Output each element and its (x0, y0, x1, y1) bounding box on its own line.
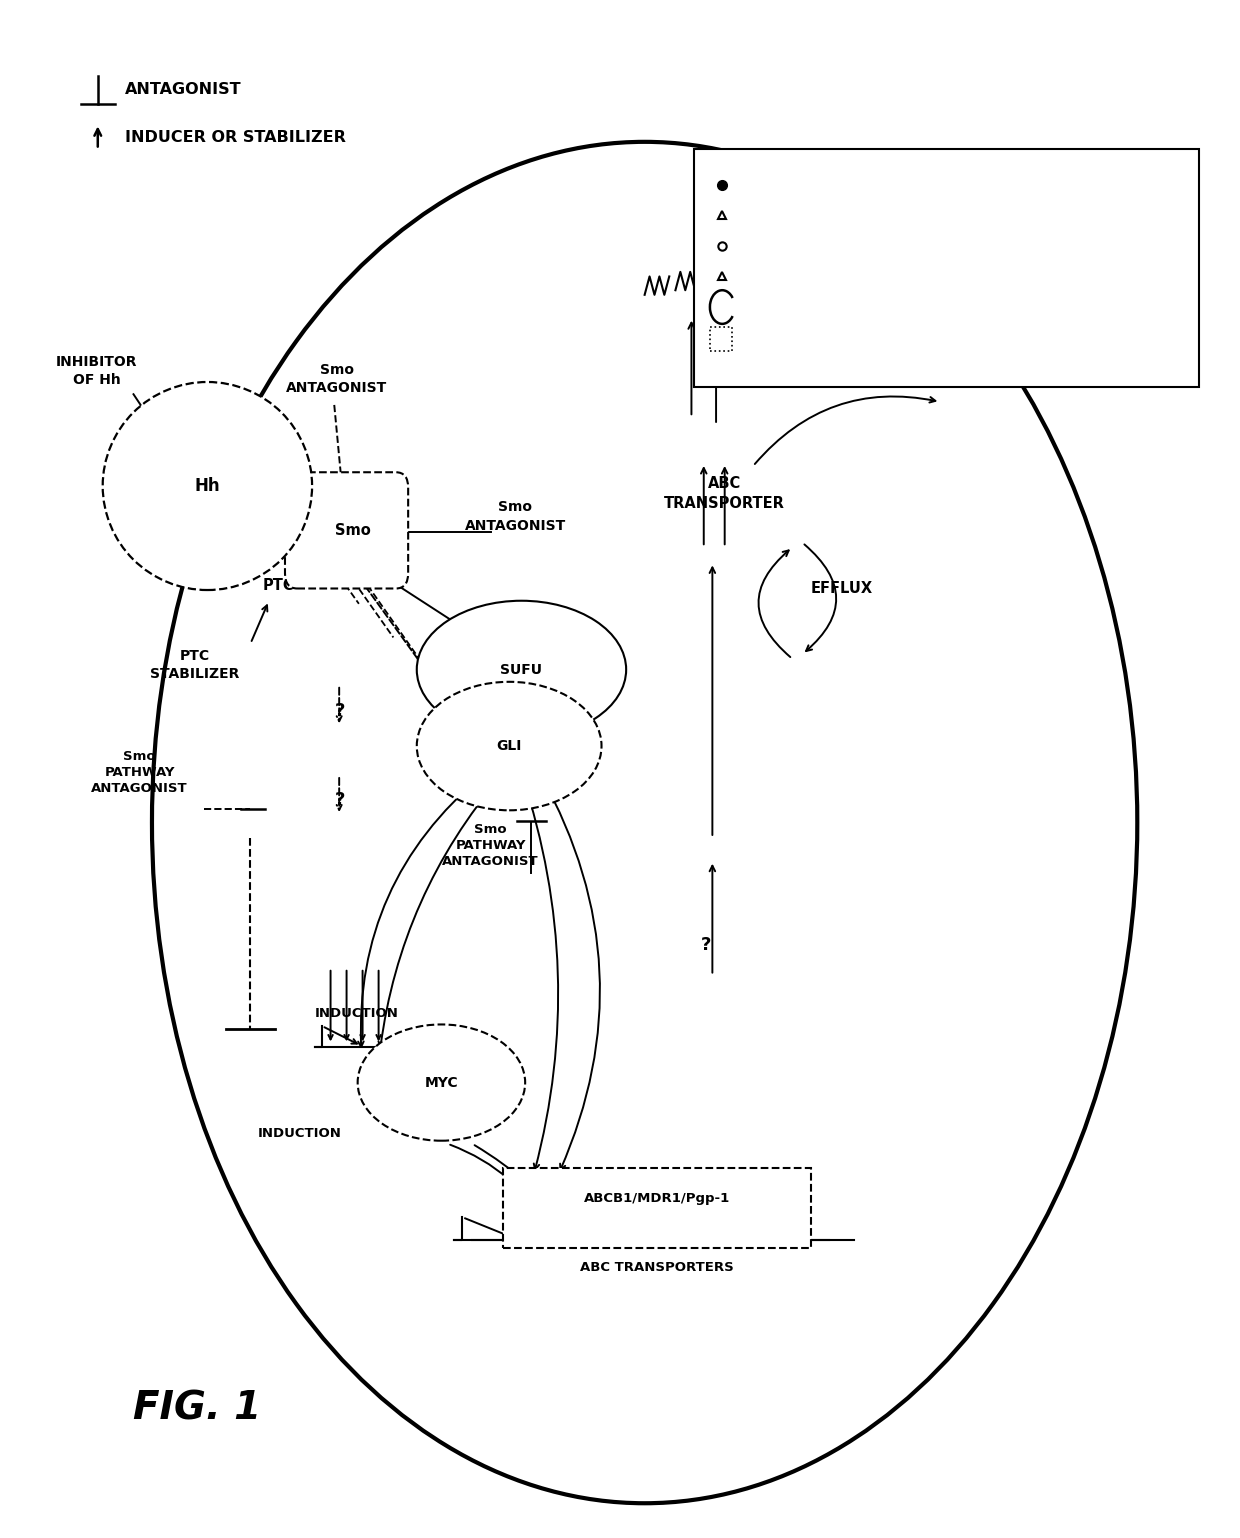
Text: PTC
STABILIZER: PTC STABILIZER (150, 649, 239, 681)
Text: Smo
ANTAGONIST: Smo ANTAGONIST (465, 500, 565, 532)
Text: VINCA ALKALOIDS: VINCA ALKALOIDS (751, 177, 901, 192)
Text: COMPETITIVE
INHIBITOR: COMPETITIVE INHIBITOR (130, 417, 236, 449)
Text: Smo
PATHWAY
ANTAGONIST: Smo PATHWAY ANTAGONIST (92, 749, 188, 795)
Text: INHIBITOR
OF Hh: INHIBITOR OF Hh (56, 355, 138, 388)
Text: MYC: MYC (424, 1075, 459, 1089)
Text: EFFLUX: EFFLUX (811, 581, 873, 597)
Text: ANTAGONIST: ANTAGONIST (125, 83, 242, 97)
Bar (711, 328, 732, 351)
Ellipse shape (417, 601, 626, 738)
Text: ABCB1/MDR1/Pgp-1: ABCB1/MDR1/Pgp-1 (584, 1192, 730, 1204)
Text: Smo
ANTAGONIST: Smo ANTAGONIST (286, 363, 387, 395)
Text: TOPOISOMERASE INHIBITORS: TOPOISOMERASE INHIBITORS (751, 300, 996, 315)
Text: Smo: Smo (335, 523, 371, 538)
Text: KINASE INHIBITORS: KINASE INHIBITORS (751, 331, 915, 345)
Text: Smo
PATHWAY
ANTAGONIST: Smo PATHWAY ANTAGONIST (443, 823, 539, 867)
Text: FIG. 1: FIG. 1 (134, 1389, 262, 1427)
Text: Hh: Hh (195, 477, 221, 495)
Ellipse shape (103, 381, 312, 591)
Text: SUFU: SUFU (501, 663, 542, 677)
Text: PTC: PTC (263, 578, 294, 594)
Text: ABC TRANSPORTERS: ABC TRANSPORTERS (580, 1261, 734, 1273)
Ellipse shape (417, 681, 601, 811)
Text: INDUCTION: INDUCTION (258, 1126, 342, 1140)
Text: INDUCTION: INDUCTION (315, 1007, 398, 1020)
FancyBboxPatch shape (503, 1169, 811, 1247)
FancyBboxPatch shape (694, 149, 1199, 386)
FancyBboxPatch shape (285, 472, 408, 589)
Text: GLI: GLI (496, 740, 522, 754)
Ellipse shape (357, 1024, 526, 1141)
Text: INDUCER OR STABILIZER: INDUCER OR STABILIZER (125, 129, 346, 145)
Text: ?: ? (701, 937, 712, 954)
Text: PLATINUMS: PLATINUMS (751, 238, 847, 254)
Text: ?: ? (335, 701, 346, 720)
Text: ANTHRACYCLINES: ANTHRACYCLINES (751, 269, 900, 285)
Text: ABC
TRANSPORTER: ABC TRANSPORTER (665, 477, 785, 511)
Text: ?: ? (335, 791, 346, 809)
Text: TAXANES: TAXANES (751, 208, 827, 223)
